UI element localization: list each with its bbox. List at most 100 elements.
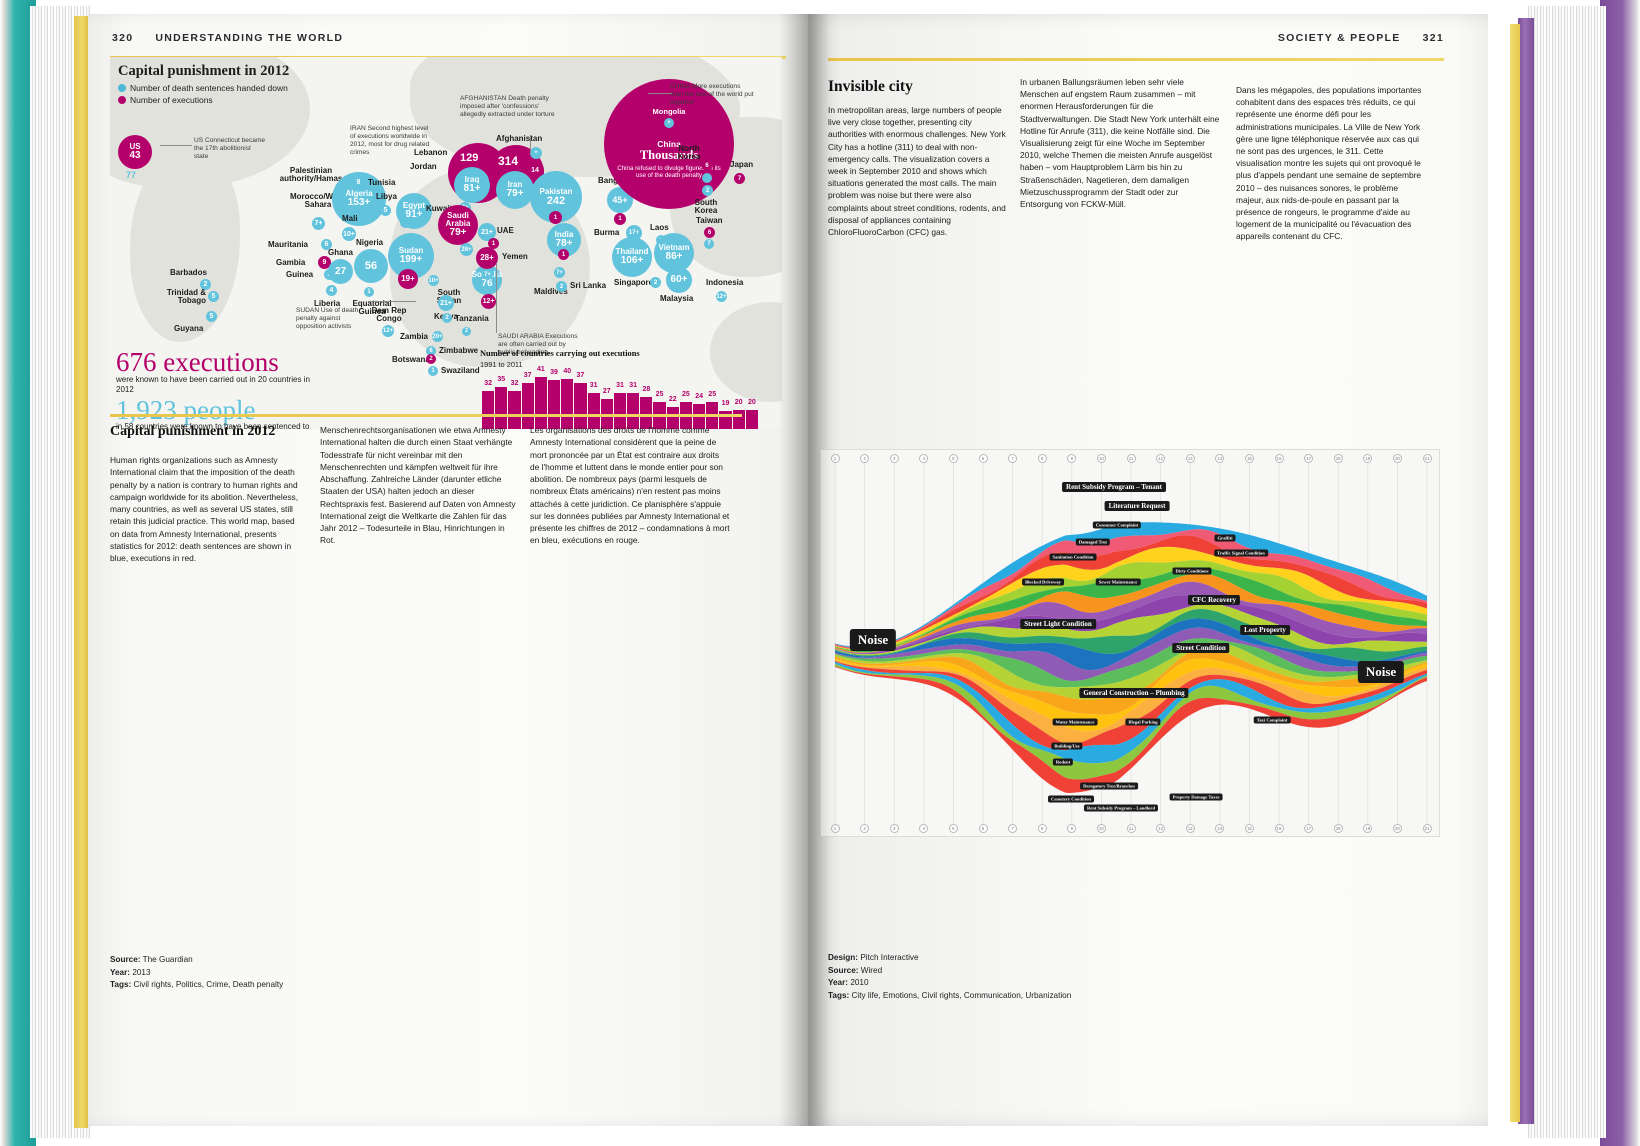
bubble-liberia: 4 [326,285,337,296]
bar-98: 3798 [574,372,587,429]
stream-tick-bottom-12: 12 [1156,824,1166,833]
bubble-mauritania: 6 [321,239,332,250]
bar-value-05: 22 [668,395,677,403]
bubble-value-gambia: 9 [322,259,327,266]
bar-02: 3102 [627,382,640,429]
label-trinidad: Trinidad & Tobago [166,288,206,306]
bubble-uae-exec: 1 [488,238,499,249]
stream-label-general-construction-plumbing: General Construction – Plumbing [1079,688,1189,698]
bubble-value-pakistan-exec: 1 [553,214,558,221]
stream-label-street-light-condition: Street Light Condition [1020,619,1096,629]
bubble-singapore: 2 [650,277,661,288]
stream-tick-top-20: 20 [1392,454,1402,463]
stream-tick-top-17: 17 [1304,454,1314,463]
bubble-value-libya: 5 [383,207,388,214]
right-credits: Design: Pitch Interactive Source: Wired … [828,952,1088,1003]
bar-05: 2205 [666,396,679,429]
stream-label-noise-right: Noise [1357,661,1405,683]
bubble-label-saudi-arabia: Saudi Arabia [445,211,471,228]
stream-label-rent-subsidy-program-landlord: Rent Subsidy Program – Landlord [1083,804,1159,812]
leader-line-sudan [368,301,416,302]
stream-graph-svg [834,460,1428,828]
bubble-tunisia: 9 [353,177,364,188]
stat-sentences-headline: 1,923 people [116,395,256,425]
label-burma: Burma [594,228,620,237]
stream-label-derogatory-tree-branches: Derogatory Tree/Branches [1080,782,1138,790]
bubble-label-china: China [657,138,681,149]
stream-tick-top-4: 4 [919,454,929,463]
bubble-value-pakistan: 242 [546,194,566,207]
bubble-sri-lanka: 2 [556,281,567,292]
bubble-value-egypt: 91+ [405,209,423,220]
label-equatorial-guinea: Equatorial Guinea [352,299,392,317]
label-dem-rep-congo: Dem Rep Congo [371,306,407,324]
label-tunisia: Tunisia [368,178,396,187]
bubble-maldives: 7+ [554,267,565,278]
stream-label-rent-subsidy-program-tenant: Rent Subsidy Program – Tenant [1062,482,1166,492]
bubble-value-india-exec: 1 [561,251,566,258]
left-credit-year: Year: 2013 [110,967,350,980]
stream-band-10 [835,609,1427,662]
label-japan: Japan [730,160,754,169]
stream-label-cemetery-condition: Cemetery Condition [1048,795,1094,803]
stream-label-water-maintenance: Water Maintenance [1052,718,1098,726]
stream-tick-bottom-3: 3 [889,824,899,833]
label-palestinian-authority: Palestinian authority/Hamas [279,166,343,184]
stream-label-literature-request: Literature Request [1104,501,1170,511]
stream-tick-bottom-4: 4 [919,824,929,833]
right-page-number: 321 [1422,32,1444,44]
bubble-swaziland: 1 [428,366,438,376]
book-edge-right-pages [1528,6,1606,1138]
label-laos: Laos [650,223,669,232]
bubble-value-tanzania: 2 [445,315,449,321]
stream-tick-top-8: 8 [1037,454,1047,463]
bar-92: 3592 [495,376,508,429]
stream-tick-top-7: 7 [1008,454,1018,463]
bubble-value-uae-exec: 1 [491,240,496,247]
stream-band-19 [835,661,1427,764]
stream-label-traffic-signal-condition: Traffic Signal Condition [1214,549,1268,557]
stream-tick-bottom-19: 19 [1363,824,1373,833]
left-credit-tags: Tags: Civil rights, Politics, Crime, Dea… [110,979,350,992]
right-credit-year-value: 2010 [850,978,869,988]
left-credit-tags-label: Tags: [110,980,132,990]
bubble-value-guyana: 5 [209,313,214,320]
bubble-botswana: 2 [426,354,436,364]
stream-tick-top-6: 6 [978,454,988,463]
leader-line-afghanistan [530,135,531,153]
annotation-sudan: SUDAN Use of death penalty against oppos… [296,307,359,330]
left-running-head-text: UNDERSTANDING THE WORLD [155,32,344,44]
label-jordan: Jordan [410,162,437,171]
left-article-col-fr: Les organisations des droits de l'homme … [530,425,730,546]
bubble-value-nigeria: 56 [364,259,378,272]
stream-tick-top-10: 10 [1096,454,1106,463]
stat-executions-sub: were known to have been carried out in 2… [116,375,310,394]
stream-tick-bottom-13: 13 [1185,824,1195,833]
bubble-indonesia: 12+ [716,291,727,302]
bubble-nigeria: 56 [354,249,388,283]
stream-band-3 [835,546,1427,651]
bar-96: 3996 [547,369,561,429]
stream-band-16 [835,658,1427,732]
bubble-label-india: India [554,230,574,239]
bar-chart-subtitle: 1991 to 2011 [480,360,523,369]
bubble-value-indonesia: 12+ [716,293,727,300]
bubble-value-uae: 21+ [481,228,493,236]
bubble-value-dem-rep-congo: 12+ [382,328,394,334]
leader-line-us [160,145,192,146]
bubble-malaysia: 60+ [666,267,692,293]
map-title: Capital punishment in 2012 [118,63,290,79]
right-credit-tags-value: City life, Emotions, Civil rights, Commu… [851,991,1072,1001]
stat-sentences-sub: in 58 countries were known to have been … [116,422,310,429]
bar-chart-bars: 3291359232933794419539964097379831992700… [482,366,758,429]
stream-tick-top-5: 5 [948,454,958,463]
bubble-bangladesh-exec: 1 [614,213,626,225]
legend-label-sentences: Number of death sentences handed down [130,83,288,93]
bubble-value-iran-exec: 314 [498,154,519,168]
bubble-libya: 5 [380,205,391,216]
bubble-value-mongolia: + [664,117,674,128]
label-yemen: Yemen [502,252,528,261]
bubble-north-korea: 6 [702,161,712,171]
bubble-value-japan: 7 [737,175,742,182]
bubble-value-south-sudan: 10+ [428,277,439,284]
